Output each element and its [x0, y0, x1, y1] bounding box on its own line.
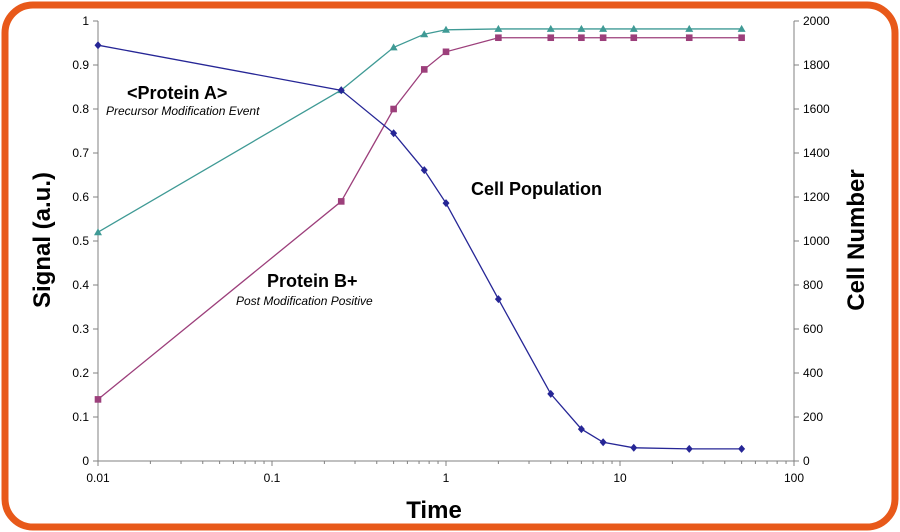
y-tick-label: 0.3: [72, 322, 89, 336]
annotation-protein-b-subtitle: Post Modification Positive: [236, 294, 373, 308]
x-tick-label: 0.1: [264, 471, 281, 485]
protein-b-series-line: [97, 37, 742, 400]
protein-a-point: [94, 228, 102, 236]
y2-axis-title: Cell Number: [843, 169, 870, 310]
x-tick-label: 10: [613, 471, 627, 485]
protein-b-point: [94, 396, 102, 403]
protein-a-series-line: [97, 28, 742, 233]
y2-tick-label: 0: [803, 454, 810, 468]
y-axis-title: Signal (a.u.): [29, 172, 56, 308]
cell-population-point: [547, 389, 555, 398]
cell-population-point: [420, 166, 428, 175]
annotation-cell-population: Cell Population: [471, 179, 602, 199]
cell-population-point: [337, 86, 345, 95]
protein-b-point: [390, 105, 397, 113]
protein-b-point: [442, 48, 450, 56]
x-tick-label: 1: [443, 471, 450, 485]
cell-population-point: [494, 295, 502, 304]
protein-a-point: [737, 24, 746, 32]
y-tick-label: 0.4: [72, 278, 89, 292]
protein-a-point: [685, 24, 694, 32]
protein-a-point: [494, 24, 503, 32]
annotation-protein-b: Protein B+: [267, 271, 358, 291]
y-tick-label: 0.5: [72, 234, 89, 248]
y2-tick-label: 600: [803, 322, 823, 336]
y2-tick-label: 800: [803, 278, 823, 292]
cell-population-series-line: [97, 44, 742, 450]
protein-a-point: [629, 24, 638, 32]
y-tick-label: 0.9: [72, 58, 89, 72]
protein-b-point: [337, 198, 345, 205]
cell-population-point: [442, 199, 450, 208]
y-tick-label: 0.1: [72, 410, 89, 424]
protein-a-point: [389, 43, 398, 51]
y-tick-label: 0.8: [72, 102, 89, 116]
y2-tick-label: 1800: [803, 58, 830, 72]
y-tick-label: 0.6: [72, 190, 89, 204]
protein-b-point: [685, 34, 693, 42]
protein-b-point: [599, 34, 607, 42]
x-tick-label: 100: [784, 471, 804, 485]
y2-tick-label: 1400: [803, 146, 830, 160]
x-tick-label: 0.01: [86, 471, 110, 485]
protein-a-point: [442, 25, 450, 33]
y-tick-label: 1: [82, 14, 89, 28]
y-tick-label: 0.2: [72, 366, 89, 380]
y2-tick-label: 1200: [803, 190, 830, 204]
cell-population-point: [630, 443, 638, 452]
y2-tick-label: 1000: [803, 234, 830, 248]
protein-b-point: [495, 34, 502, 42]
protein-a-point: [420, 30, 429, 38]
annotation-protein-a-subtitle: Precursor Modification Event: [106, 104, 260, 118]
y-tick-label: 0.7: [72, 146, 89, 160]
protein-a-point: [577, 24, 586, 32]
protein-b-point: [420, 66, 428, 73]
y2-tick-label: 2000: [803, 14, 830, 28]
protein-b-point: [578, 34, 585, 42]
cell-population-point: [685, 444, 693, 453]
protein-b-point: [547, 34, 555, 42]
cell-population-point: [390, 129, 398, 138]
y2-tick-label: 1600: [803, 102, 830, 116]
protein-b-point: [630, 34, 638, 42]
cell-population-point: [738, 444, 746, 453]
annotation-protein-a: <Protein A>: [127, 83, 227, 103]
protein-b-point: [738, 34, 745, 42]
protein-a-point: [599, 24, 608, 32]
y2-tick-label: 200: [803, 410, 823, 424]
x-axis-title: Time: [406, 497, 462, 524]
y2-tick-label: 400: [803, 366, 823, 380]
cell-population-point: [577, 425, 585, 434]
y-tick-label: 0: [82, 454, 89, 468]
protein-a-point: [546, 24, 555, 32]
cell-population-point: [94, 41, 102, 50]
cell-population-point: [599, 438, 607, 447]
